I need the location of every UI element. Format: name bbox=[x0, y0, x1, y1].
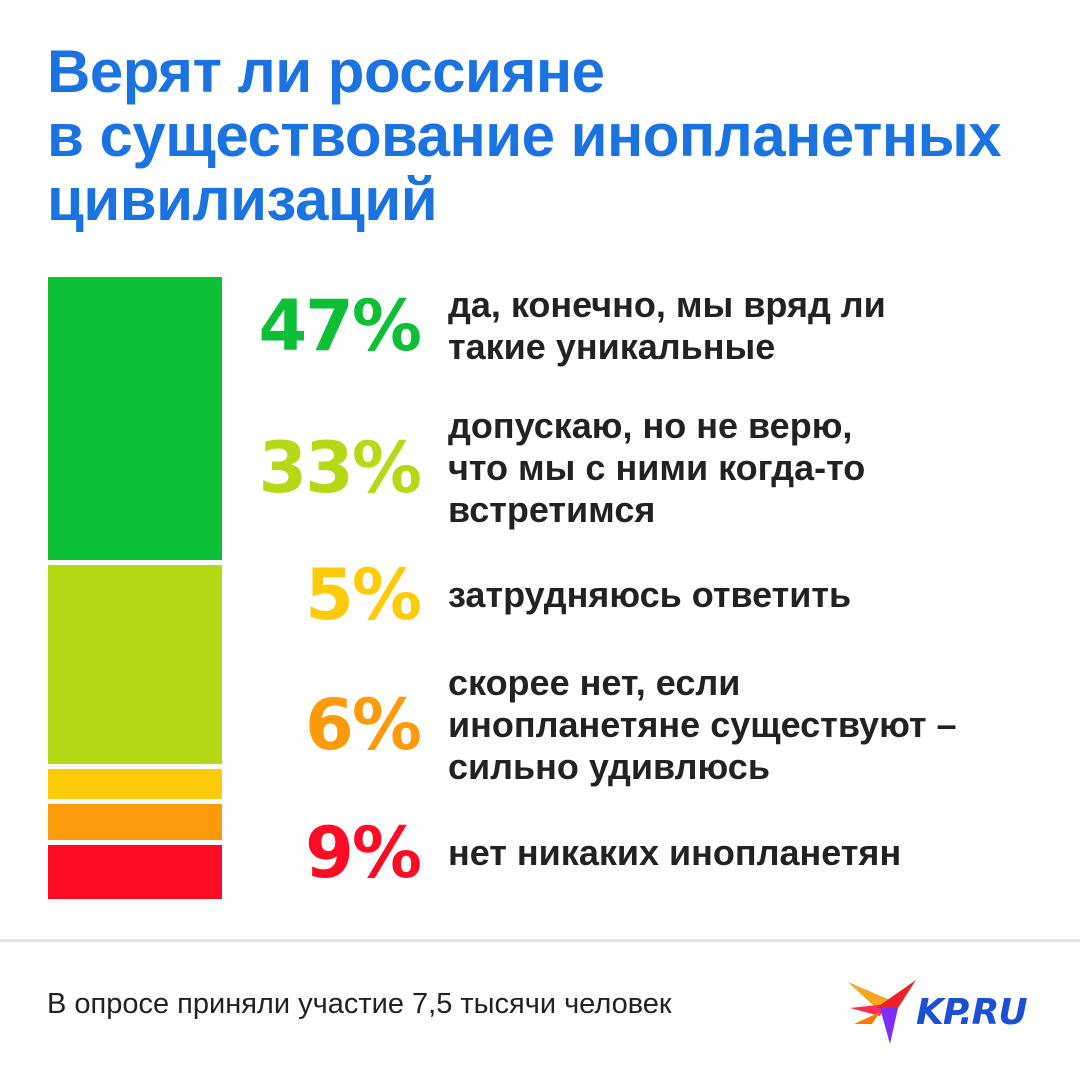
category-label-line: что мы с ними когда-то bbox=[448, 447, 866, 488]
stacked-bar bbox=[48, 277, 222, 900]
category-label: нет никаких инопланетян bbox=[448, 832, 1058, 874]
category-label-line: допускаю, но не верю, bbox=[448, 405, 853, 446]
chart-title: Верят ли россияне в существование инопла… bbox=[47, 40, 1057, 232]
logo-text: KP.RU bbox=[916, 992, 1028, 1033]
value-label: 5% bbox=[305, 554, 422, 636]
category-label-line: встретимся bbox=[448, 489, 656, 530]
bar-segment bbox=[48, 845, 222, 899]
title-line-1: Верят ли россияне bbox=[47, 38, 605, 105]
category-label: да, конечно, мы вряд ли такие уникальные bbox=[448, 284, 1058, 368]
category-label-line: затрудняюсь ответить bbox=[448, 574, 852, 615]
kp-logo: KP.RU bbox=[846, 978, 1046, 1048]
category-label: затрудняюсь ответить bbox=[448, 574, 1058, 616]
value-label: 9% bbox=[305, 812, 422, 894]
title-line-2: в существование инопланетных bbox=[47, 102, 1002, 169]
category-label-line: инопланетяне существуют – bbox=[448, 704, 957, 745]
bar-segment bbox=[48, 565, 222, 764]
category-label-line: нет никаких инопланетян bbox=[448, 832, 902, 873]
footnote: В опросе приняли участие 7,5 тысячи чело… bbox=[47, 988, 672, 1020]
swallow-bird-icon bbox=[848, 980, 916, 1044]
value-label: 33% bbox=[258, 427, 422, 509]
bar-segment bbox=[48, 769, 222, 799]
bar-segment bbox=[48, 277, 222, 560]
category-label: допускаю, но не верю, что мы с ними когда… bbox=[448, 405, 1058, 531]
footer-divider bbox=[0, 939, 1080, 942]
title-line-3: цивилизаций bbox=[47, 166, 438, 233]
value-label: 47% bbox=[258, 285, 422, 367]
category-label-line: такие уникальные bbox=[448, 326, 776, 367]
category-label: скорее нет, если инопланетяне существуют … bbox=[448, 662, 1058, 788]
category-label-line: скорее нет, если bbox=[448, 662, 741, 703]
bar-segment bbox=[48, 804, 222, 840]
value-label: 6% bbox=[305, 684, 422, 766]
category-label-line: да, конечно, мы вряд ли bbox=[448, 284, 886, 325]
category-label-line: сильно удивлюсь bbox=[448, 746, 770, 787]
